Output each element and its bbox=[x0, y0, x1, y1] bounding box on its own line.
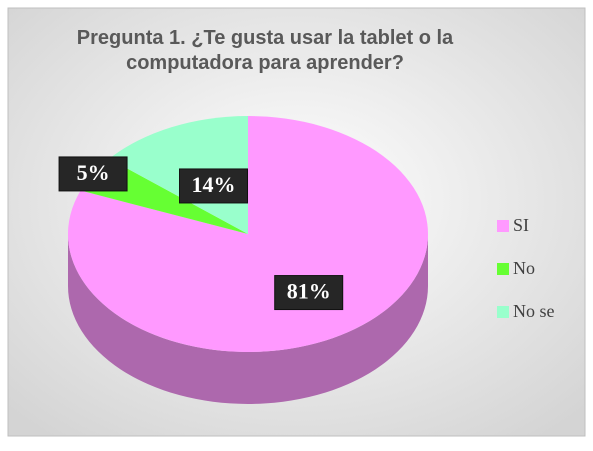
data-label-box bbox=[58, 156, 128, 192]
data-label-box bbox=[274, 275, 344, 311]
chart-title: Pregunta 1. ¿Te gusta usar la tablet o l… bbox=[76, 27, 454, 74]
legend-label: No se bbox=[513, 301, 555, 321]
legend-swatch bbox=[497, 220, 509, 232]
pie-slice bbox=[109, 116, 248, 234]
data-label: 81% bbox=[287, 279, 331, 304]
legend-label: No bbox=[513, 258, 535, 278]
legend-swatch bbox=[497, 263, 509, 275]
data-label: 5% bbox=[77, 160, 110, 185]
data-label-box bbox=[179, 168, 249, 204]
legend-label: SI bbox=[513, 215, 529, 235]
data-label: 14% bbox=[192, 172, 236, 197]
legend-swatch bbox=[497, 306, 509, 318]
pie-side bbox=[68, 234, 428, 404]
